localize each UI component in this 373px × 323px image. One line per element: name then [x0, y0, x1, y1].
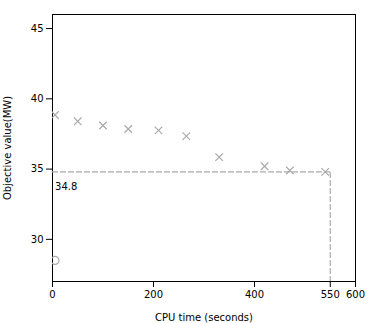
svg-text:600: 600 — [346, 289, 365, 300]
svg-text:45: 45 — [31, 23, 44, 34]
svg-text:550: 550 — [321, 289, 340, 300]
svg-text:0: 0 — [49, 289, 55, 300]
svg-text:30: 30 — [31, 234, 44, 245]
svg-text:200: 200 — [144, 289, 163, 300]
svg-text:34.8: 34.8 — [55, 181, 77, 192]
svg-text:CPU time (seconds): CPU time (seconds) — [155, 312, 253, 323]
svg-text:35: 35 — [31, 163, 44, 174]
svg-text:Objective value(MW): Objective value(MW) — [2, 96, 13, 200]
svg-text:400: 400 — [245, 289, 264, 300]
svg-text:40: 40 — [31, 93, 44, 104]
